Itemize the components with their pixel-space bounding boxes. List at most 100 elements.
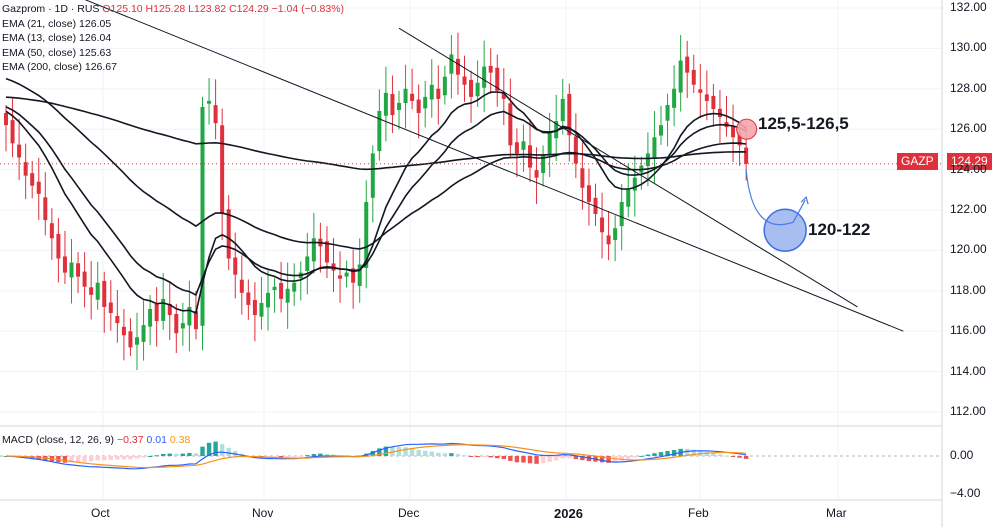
macd-histogram-bar [567,456,572,459]
macd-histogram-bar [141,456,146,458]
macd-histogram-bar [403,447,408,456]
y-tick-label: 132.00 [950,0,987,14]
candle-body [285,288,290,303]
candle-body [266,292,270,308]
candle-body [495,67,500,91]
macd-histogram-bar [82,456,87,462]
ema-legend-row[interactable]: EMA (50, close) 125.63 [2,46,112,59]
candle-body [89,287,94,295]
macd-histogram-bar [88,456,94,462]
candle-body [30,173,35,186]
candle-body [370,153,375,198]
macd-histogram-bar [278,456,284,458]
candle-body [226,209,231,259]
candle-body [95,282,100,300]
macd-histogram-bar [665,450,670,456]
projection-arrow [745,169,806,226]
candle-body [600,217,605,233]
candle-body [534,170,539,178]
candle-body [141,325,146,342]
candle-body [305,256,310,271]
candle-body [645,153,650,167]
candle-body [213,105,218,124]
macd-histogram-bar [475,456,480,458]
macd-histogram-bar [121,456,127,460]
y-tick-label: 128.00 [950,80,987,95]
candle-body [82,271,87,287]
macd-histogram-bar [213,441,218,456]
candle-body [626,189,631,207]
candle-body [220,125,225,215]
candle-body [246,292,251,305]
candle-body [397,102,401,111]
candle-body [174,313,179,334]
macd-histogram-bar [206,442,212,456]
ema-legend-row[interactable]: EMA (13, close) 126.04 [2,32,112,44]
candle-body [390,93,395,116]
candle-body [279,282,284,299]
candle-body [541,155,546,174]
macd-histogram-bar [488,456,493,458]
macd-y-tick-label: −4.00 [950,486,981,500]
candle-body [351,268,356,283]
candle-body [115,315,120,324]
macd-histogram-bar [331,454,336,456]
macd-histogram-bar [147,455,153,457]
candle-body [259,302,264,317]
macd-histogram-bar [711,453,716,456]
macd-histogram-bar [730,456,736,457]
resistance-zone-marker [736,118,758,140]
macd-histogram-bar [436,452,441,456]
macd-histogram-bar [639,455,644,457]
macd-histogram-bar [580,456,585,461]
candle-body [233,257,238,275]
macd-histogram-bar [606,456,611,463]
candle-body [43,197,48,221]
macd-histogram-bar [292,456,297,457]
candle-body [17,144,22,158]
candle-body [685,56,690,73]
ema-200-line [5,96,747,171]
macd-histogram-bar [416,449,421,456]
candle-body [272,286,277,291]
macd-histogram-bar [527,456,533,464]
macd-histogram-bar [187,452,192,456]
macd-histogram-bar [685,448,690,456]
symbol-title[interactable]: Gazprom · 1D · RUS [2,3,100,15]
candle-body [475,82,480,97]
candle-body [488,65,493,73]
macd-histogram-bar [554,456,559,461]
candle-body [711,95,716,109]
macd-histogram-bar [174,453,179,456]
candle-body [482,66,487,88]
candle-body [200,106,205,326]
target-zone-marker [763,208,807,252]
macd-legend[interactable]: MACD (close, 12, 26, 9) −0.37 0.01 0.38 [2,434,190,446]
candle-body [69,262,74,278]
candle-body [108,302,113,314]
macd-histogram-bar [626,456,631,460]
candle-body [462,76,467,85]
macd-histogram-bar [337,455,343,457]
macd-histogram-bar [540,456,546,464]
candles-layer [4,32,749,371]
candle-body [737,132,742,146]
macd-histogram-bar [318,453,323,456]
trend-line [398,27,858,308]
macd-histogram-bar [704,451,710,456]
x-tick-label: Feb [688,506,709,520]
candle-body [357,264,362,286]
candle-body [148,308,153,327]
macd-histogram-bar [547,456,552,462]
macd-histogram-bar [508,456,513,461]
ema-legend-row[interactable]: EMA (21, close) 126.05 [2,17,112,30]
y-tick-label: 122.00 [950,202,987,216]
ema-21-line [5,106,747,297]
macd-layer [0,441,942,470]
macd-histogram-bar [324,453,330,456]
macd-histogram-bar [514,456,520,463]
ema-legend-row[interactable]: EMA (200, close) 126.67 [2,61,117,73]
macd-signal-value: 0.38 [169,434,191,446]
macd-histogram-bar [449,453,454,456]
